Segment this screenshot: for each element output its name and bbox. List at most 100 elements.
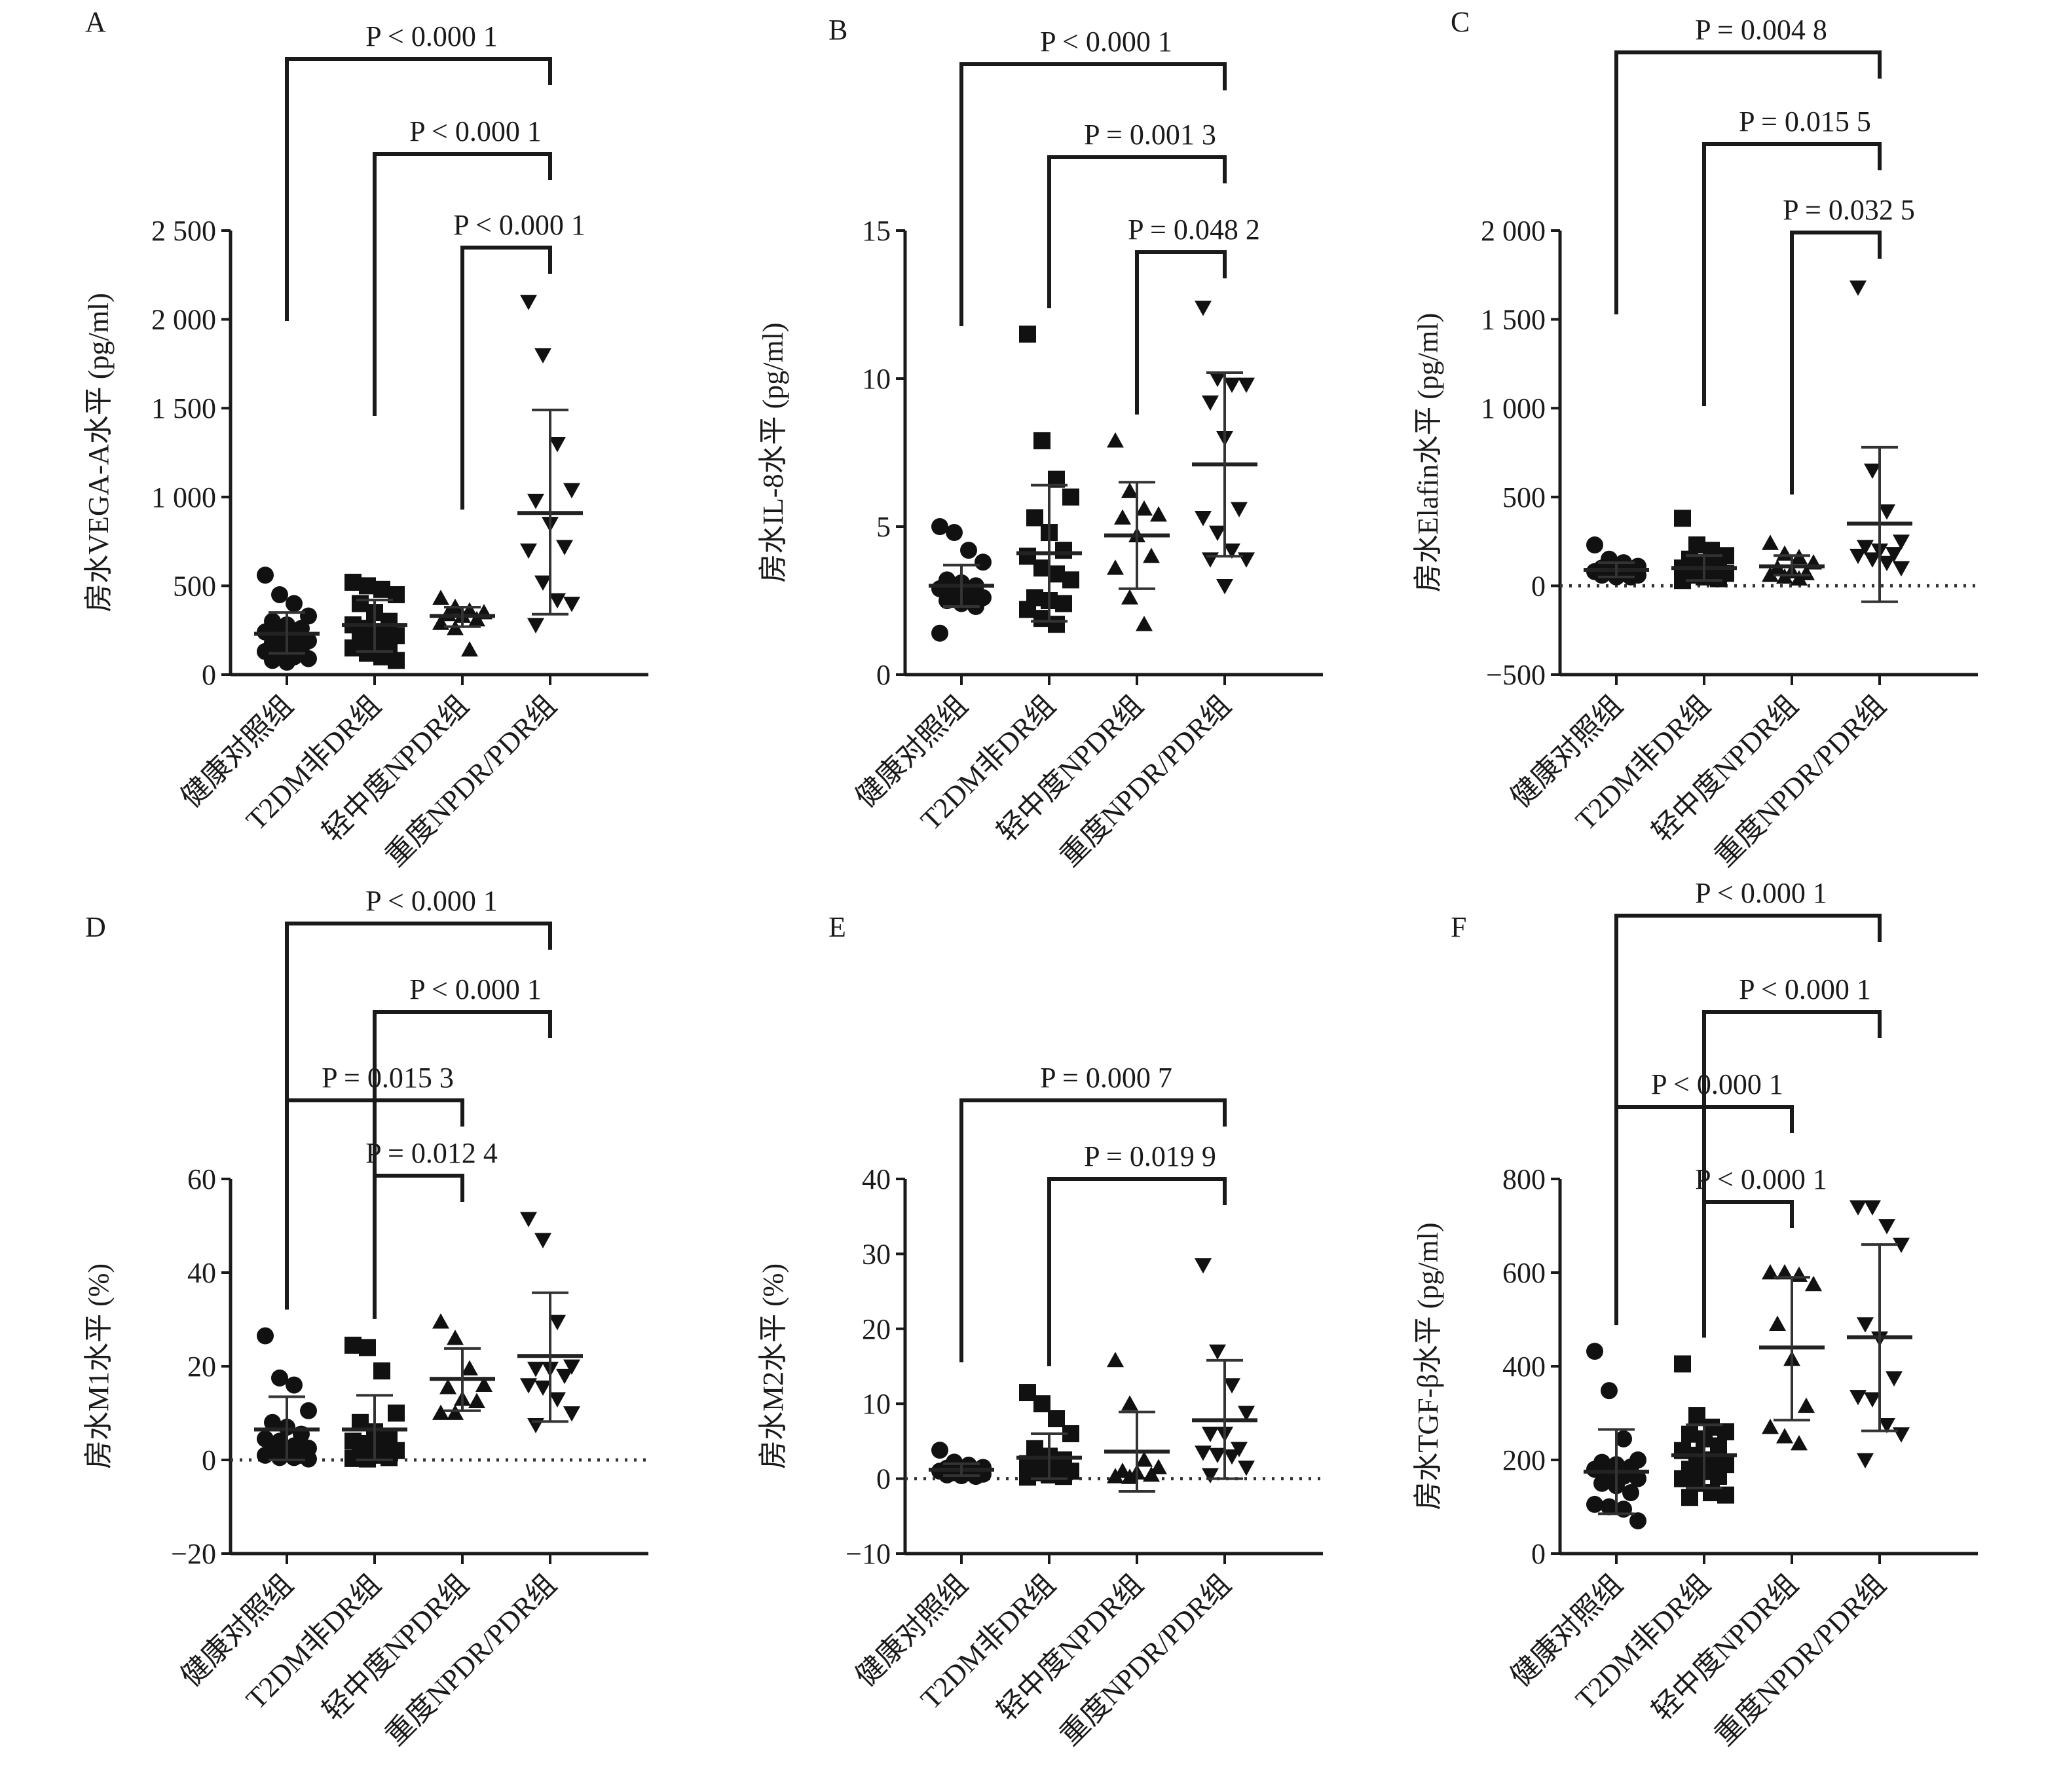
data-point [468,610,485,627]
y-tick-label: 20 [862,1313,891,1345]
data-point [1055,1468,1072,1485]
data-point [1593,1474,1610,1492]
data-point [447,1404,464,1420]
data-point [1776,1264,1793,1280]
significance-bracket: P = 0.015 3 [285,1062,464,1310]
data-point [1238,552,1255,568]
data-point [1143,1466,1160,1482]
data-point [1033,432,1050,449]
p-value-label: P < 0.000 1 [409,115,542,147]
data-point [1216,579,1233,595]
data-point [344,639,362,657]
y-tick-label: 0 [876,1463,891,1495]
data-point [300,1450,317,1468]
x-tick-label: 重度NPDR/PDR组 [379,1568,563,1751]
p-value-label: P < 0.000 1 [365,885,498,917]
p-value-label: P = 0.001 3 [1084,119,1216,151]
data-point [278,654,295,671]
data-point [1019,601,1036,618]
panel-letter: F [1451,911,1466,943]
data-point [549,593,566,609]
p-value-label: P = 0.012 4 [365,1137,498,1169]
p-value-label: P < 0.000 1 [1739,973,1871,1005]
data-point [563,1359,580,1375]
panel-letter: D [85,911,106,943]
data-point [1674,1355,1691,1373]
group-3-points [430,589,495,657]
data-point [1019,1468,1036,1486]
data-point [468,1392,485,1409]
data-point [1776,1428,1793,1444]
x-tick-label: 重度NPDR/PDR组 [379,689,563,872]
data-point [534,575,551,591]
data-point [1048,616,1065,633]
data-point [432,1404,449,1420]
p-value-label: P < 0.000 1 [1695,877,1827,909]
y-tick-label: 1 500 [1481,304,1546,336]
significance-bracket: P = 0.004 8 [1614,14,1882,314]
p-value-label: P = 0.048 2 [1128,214,1260,246]
data-point [1893,561,1910,577]
data-point [1136,1451,1153,1467]
data-point [1629,1470,1646,1487]
data-point [1048,565,1065,583]
data-point [1114,509,1131,525]
data-point [1586,1343,1603,1360]
p-value-label: P < 0.000 1 [1651,1068,1783,1100]
y-tick-label: 40 [187,1257,216,1289]
data-point [1033,1395,1050,1413]
y-tick-label: −500 [1486,659,1546,691]
y-tick-label: 0 [1531,1538,1546,1570]
data-point [527,1362,544,1377]
panel-a: A 0 500 1 000 1 500 2 000 2 500 房水VEGA-A水平 (pg/… [83,6,648,873]
data-point [1195,301,1212,316]
data-point [381,1449,398,1466]
data-point [1864,552,1881,568]
y-tick-label: 2 000 [1481,215,1546,247]
data-point [520,1212,537,1227]
data-point [1019,548,1036,565]
data-point [520,543,537,559]
data-point [1762,1418,1779,1434]
y-tick-label: 0 [1531,570,1546,602]
y-tick-label: 0 [876,659,891,691]
data-point [271,1449,288,1466]
bracket-line [1614,1105,1794,1326]
data-point [1674,1470,1691,1487]
data-point [1048,1410,1065,1428]
data-point [1886,1371,1903,1387]
bracket-line [1790,231,1882,495]
significance-bracket: P < 0.000 1 [1614,1068,1794,1326]
group-1-points [1584,536,1649,586]
significance-bracket: P < 0.000 1 [285,20,552,321]
data-point [1238,377,1255,394]
p-value-label: P = 0.019 9 [1084,1140,1216,1172]
data-point [1107,432,1124,448]
y-tick-label: 1 000 [1481,392,1546,424]
data-point [1033,610,1050,627]
y-tick-label: 200 [1502,1444,1546,1476]
data-point [1681,1489,1698,1506]
significance-bracket: P = 0.000 7 [959,1062,1227,1362]
y-tick-label: 5 [876,511,891,543]
data-point [1878,555,1895,572]
data-point [1615,1430,1632,1447]
bracket-line [1047,155,1227,308]
panel-c: C −500 0 500 1 000 1 500 2 000 房水Elafin水平 (pg/m… [1412,6,1978,873]
significance-bracket: P < 0.000 1 [959,26,1227,326]
data-point [534,348,551,364]
significance-bracket: P = 0.019 9 [1047,1140,1227,1367]
data-point [1864,1392,1881,1408]
bracket-line [1614,914,1882,1178]
p-value-label: P = 0.000 7 [1040,1062,1172,1094]
y-tick-label: 10 [862,363,891,395]
data-point [388,1404,405,1422]
y-tick-label: −10 [846,1538,891,1570]
y-tick-label: 500 [1502,481,1546,513]
data-point [1202,395,1219,411]
data-point [1878,1417,1895,1434]
data-point [1893,534,1910,550]
y-axis-label: 房水Elafin水平 (pg/ml) [1412,313,1444,593]
data-point [461,641,478,657]
